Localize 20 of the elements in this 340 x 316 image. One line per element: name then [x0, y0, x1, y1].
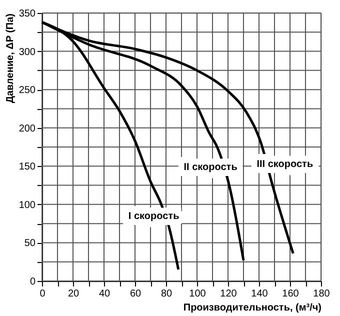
- x-tick-label: 80: [160, 288, 172, 300]
- x-tick-label: 20: [68, 288, 80, 300]
- x-tick-label: 160: [282, 288, 300, 300]
- x-tick-label: 140: [251, 288, 268, 300]
- x-tick-label: 180: [313, 288, 330, 300]
- y-tick-label: 50: [24, 238, 36, 250]
- x-tick-label: 60: [130, 288, 142, 300]
- y-tick-label: 150: [18, 162, 36, 173]
- x-tick-label: 120: [220, 288, 238, 300]
- x-tick-label: 0: [40, 288, 46, 300]
- y-tick-label: 300: [18, 46, 36, 58]
- y-tick-label: 0: [30, 276, 36, 288]
- x-tick-label: 40: [98, 288, 110, 300]
- y-tick-label: 100: [18, 200, 36, 211]
- x-axis-title: Производительность, (м³/ч): [183, 302, 322, 314]
- x-tick-label: 100: [189, 288, 206, 300]
- y-axis-title: Давление, ΔP (Па): [4, 14, 16, 104]
- y-tick-label: 350: [18, 8, 36, 20]
- y-tick-label: 200: [18, 123, 36, 134]
- y-tick-label: 250: [18, 85, 36, 96]
